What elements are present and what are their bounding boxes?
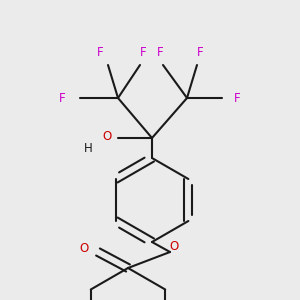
Text: H: H — [84, 142, 92, 154]
Text: F: F — [234, 92, 240, 104]
Text: F: F — [157, 46, 163, 59]
Text: F: F — [140, 46, 146, 59]
Text: O: O — [102, 130, 112, 142]
Text: F: F — [197, 46, 203, 59]
Text: O: O — [169, 241, 178, 254]
Text: F: F — [97, 46, 103, 59]
Text: O: O — [80, 242, 88, 256]
Text: F: F — [59, 92, 65, 104]
